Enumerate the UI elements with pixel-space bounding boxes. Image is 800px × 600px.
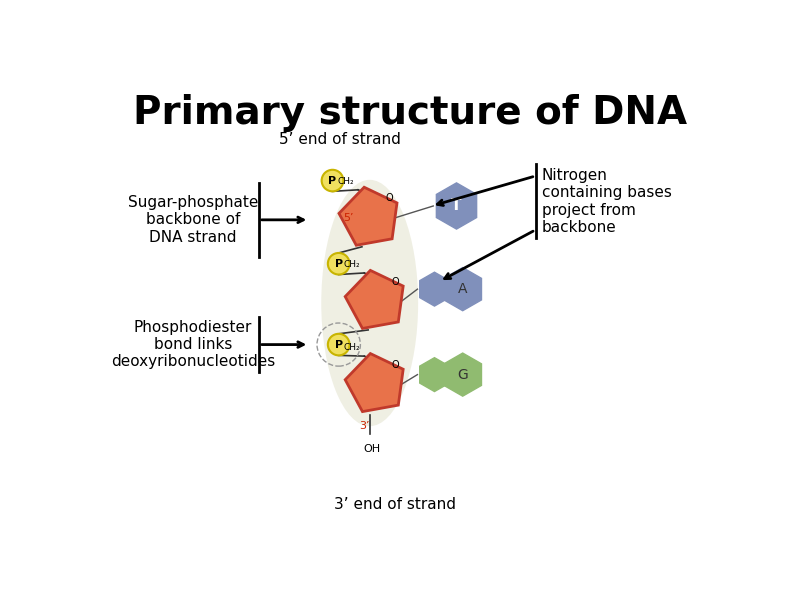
Text: 5’: 5’ (342, 212, 354, 223)
Text: A: A (458, 282, 467, 296)
Text: CH₂: CH₂ (338, 176, 354, 185)
Text: 5’ end of strand: 5’ end of strand (279, 132, 401, 147)
Polygon shape (420, 358, 450, 392)
Text: Phosphodiester
bond links
deoxyribonucleotides: Phosphodiester bond links deoxyribonucle… (111, 320, 275, 370)
Circle shape (328, 253, 350, 275)
Text: O: O (391, 277, 399, 287)
Polygon shape (444, 353, 482, 396)
Text: 3’ end of strand: 3’ end of strand (334, 497, 455, 512)
Text: P: P (334, 259, 342, 269)
Text: O: O (385, 193, 393, 203)
Circle shape (322, 170, 343, 191)
Text: CH₂: CH₂ (344, 260, 361, 269)
Text: Sugar-phosphate
backbone of
DNA strand: Sugar-phosphate backbone of DNA strand (128, 195, 258, 245)
Text: 3’: 3’ (359, 421, 370, 431)
Polygon shape (345, 353, 403, 412)
Text: G: G (458, 368, 468, 382)
Polygon shape (345, 271, 403, 328)
Text: OH: OH (363, 443, 381, 454)
Polygon shape (420, 272, 450, 306)
Text: O: O (391, 360, 399, 370)
Text: CH₂: CH₂ (344, 343, 361, 352)
Ellipse shape (322, 180, 418, 426)
Polygon shape (339, 187, 397, 245)
Text: P: P (334, 340, 342, 350)
Text: T: T (451, 199, 462, 214)
Circle shape (328, 334, 350, 355)
Text: Nitrogen
containing bases
project from
backbone: Nitrogen containing bases project from b… (542, 168, 672, 235)
Polygon shape (444, 268, 482, 311)
Text: Primary structure of DNA: Primary structure of DNA (133, 94, 687, 131)
Polygon shape (436, 183, 477, 229)
Text: P: P (329, 176, 337, 185)
